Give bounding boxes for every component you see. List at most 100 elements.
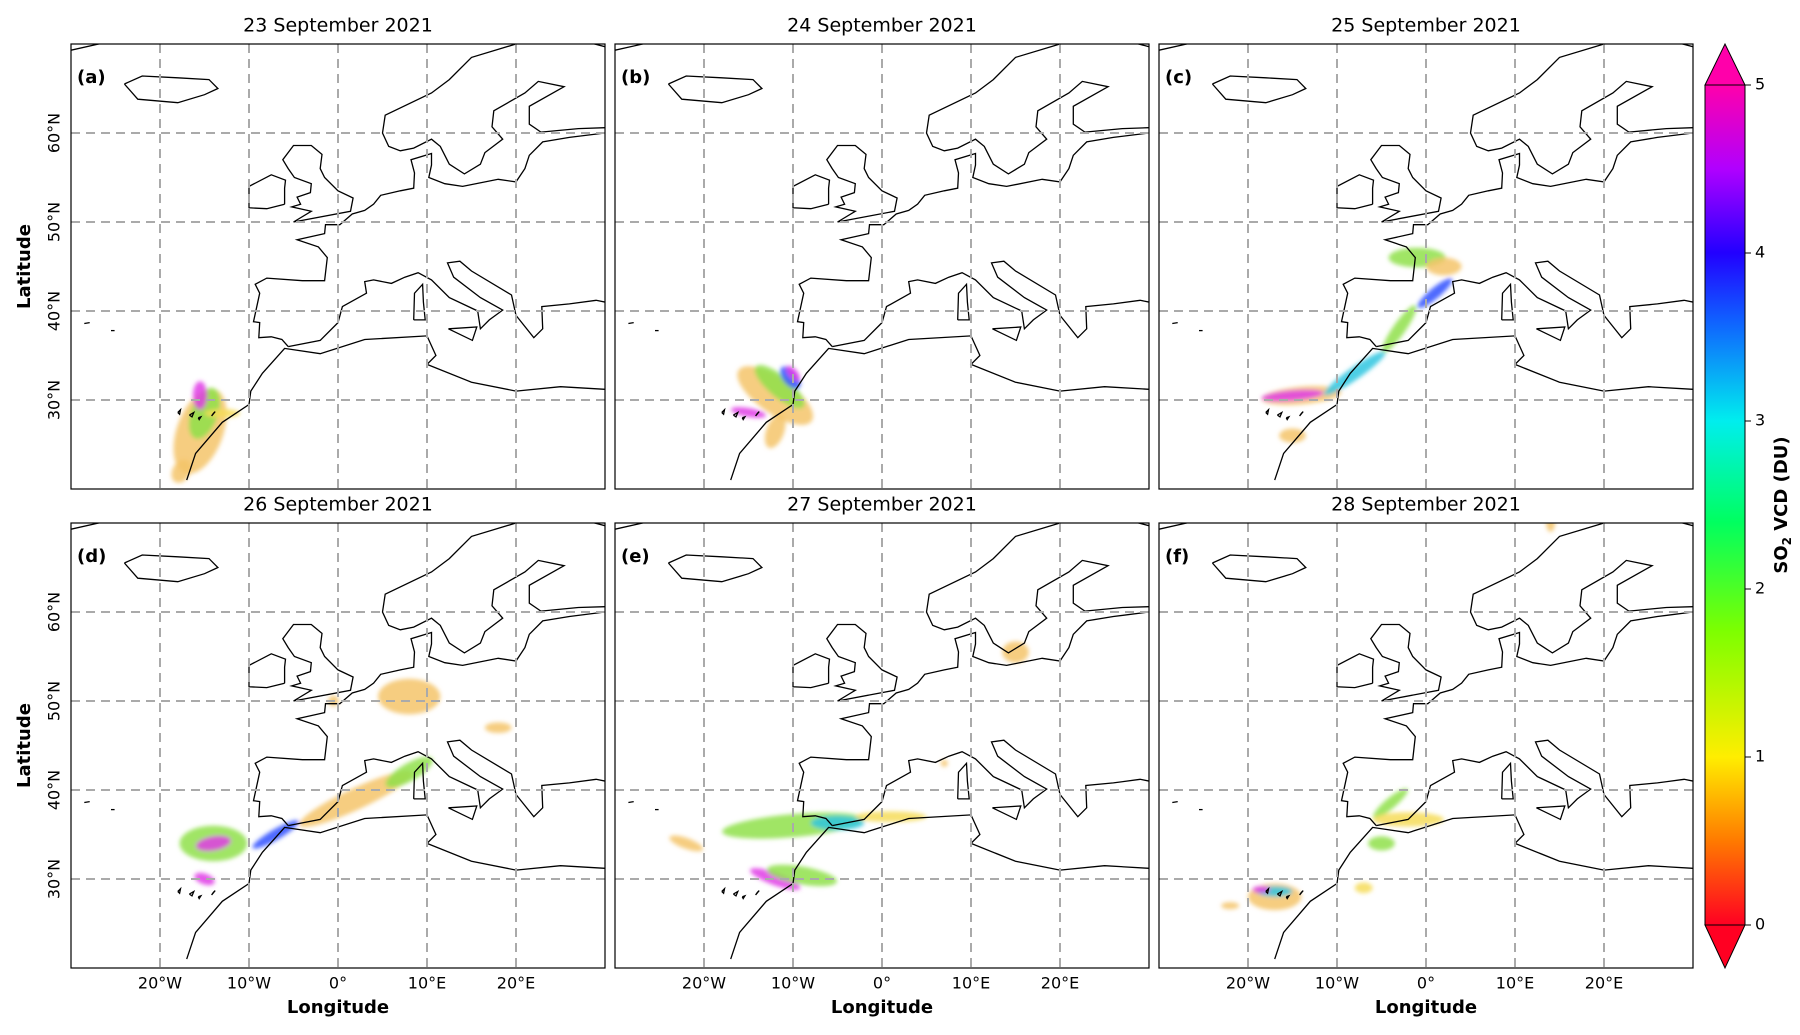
coastline — [730, 814, 1149, 960]
plume-blob — [1279, 428, 1306, 443]
y-tick-label: 50°N — [45, 202, 64, 242]
x-axis-label: Longitude — [1375, 997, 1477, 1018]
panel-label: (b) — [621, 67, 650, 88]
coastline — [288, 260, 605, 348]
colorbar-tick-label: 0 — [1755, 915, 1765, 934]
coastline — [1469, 523, 1693, 654]
coastline — [1536, 805, 1566, 821]
plume-blob — [195, 835, 231, 852]
coastline — [1376, 739, 1693, 827]
coastline — [177, 407, 182, 416]
y-tick-label: 40°N — [45, 770, 64, 810]
plume-blob — [204, 408, 241, 418]
map-frame — [70, 43, 606, 490]
colorbar-label-sub: 2 — [1780, 537, 1794, 545]
plume-blob — [1546, 523, 1556, 532]
plume-blob — [1261, 389, 1324, 402]
map-background — [71, 44, 605, 489]
coastline — [1340, 611, 1693, 827]
coastline — [741, 415, 747, 421]
y-tick-label: 50°N — [45, 681, 64, 721]
coastline — [186, 814, 605, 960]
x-tick-label: 10°W — [771, 974, 815, 993]
coastline — [71, 44, 102, 51]
plume-blob — [750, 868, 801, 890]
plume-blob — [780, 366, 801, 389]
coastline — [733, 889, 740, 897]
coastline — [189, 410, 196, 418]
coastline — [628, 321, 634, 325]
coastline — [741, 894, 747, 900]
coastline — [1299, 890, 1304, 896]
x-tick-label: 10°E — [1496, 974, 1534, 993]
plume-blob — [810, 815, 865, 831]
coastline — [197, 894, 203, 900]
panel-label: (e) — [621, 546, 650, 567]
coastline — [1370, 144, 1442, 223]
x-tick-label: 20°E — [497, 974, 535, 993]
coastline — [1285, 415, 1291, 421]
x-tick-label: 20°W — [682, 974, 726, 993]
y-tick-label: 30°N — [45, 859, 64, 899]
x-axis-label: Longitude — [831, 997, 933, 1018]
coastline — [1265, 886, 1270, 895]
plume-blob — [484, 722, 512, 734]
panel-title: 23 September 2021 — [243, 15, 433, 37]
colorbar-label-main: SO — [1771, 545, 1792, 573]
panel-label: (f) — [1165, 546, 1189, 567]
panel-label: (c) — [1165, 67, 1192, 88]
panel-title: 27 September 2021 — [787, 494, 977, 516]
coastline — [1536, 326, 1566, 342]
coastline — [1277, 889, 1284, 897]
map-panel — [71, 523, 605, 968]
coastline — [1285, 894, 1291, 900]
coastline — [1172, 321, 1178, 325]
coastline — [186, 335, 605, 481]
colorbar-extend-max — [1704, 42, 1746, 86]
coastline — [1277, 410, 1284, 418]
coastline — [1172, 800, 1178, 804]
panel-title: 24 September 2021 — [787, 15, 977, 37]
coastline — [1159, 523, 1190, 530]
x-tick-label: 10°W — [1315, 974, 1359, 993]
coastline — [197, 415, 203, 421]
coastline — [381, 44, 605, 175]
coastline — [1340, 132, 1693, 348]
map-frame — [614, 522, 1150, 969]
coastline — [667, 75, 764, 104]
coastline — [282, 623, 354, 702]
colorbar-bar — [1704, 84, 1746, 926]
coastline — [992, 326, 1022, 342]
coastline — [826, 623, 898, 702]
coastline — [733, 410, 740, 418]
plume-blob — [766, 864, 837, 887]
plume-blob — [1002, 641, 1029, 663]
coastline — [1501, 282, 1514, 321]
map-background — [615, 523, 1149, 968]
map-frame — [1158, 522, 1694, 969]
panel-label: (d) — [77, 546, 106, 567]
coastline — [721, 407, 726, 416]
x-tick-label: 10°E — [408, 974, 446, 993]
coastline — [211, 411, 216, 417]
x-tick-label: 10°E — [952, 974, 990, 993]
plume-blob — [730, 407, 767, 418]
plume-blob — [1373, 788, 1408, 819]
map-panel — [1159, 44, 1693, 489]
panel-title: 26 September 2021 — [243, 494, 433, 516]
coastline — [755, 411, 760, 417]
map-frame — [614, 43, 1150, 490]
map-frame — [70, 522, 606, 969]
coastline — [615, 523, 646, 530]
coastline — [177, 886, 182, 895]
coastline — [796, 132, 1149, 348]
coastline — [282, 144, 354, 223]
map-panel — [615, 523, 1149, 968]
coastline — [1376, 260, 1693, 348]
coastline — [1274, 335, 1693, 481]
coastline — [1336, 174, 1375, 210]
colorbar-tick-label: 1 — [1755, 747, 1765, 766]
coastline — [84, 321, 90, 325]
plume-blob — [669, 835, 704, 852]
